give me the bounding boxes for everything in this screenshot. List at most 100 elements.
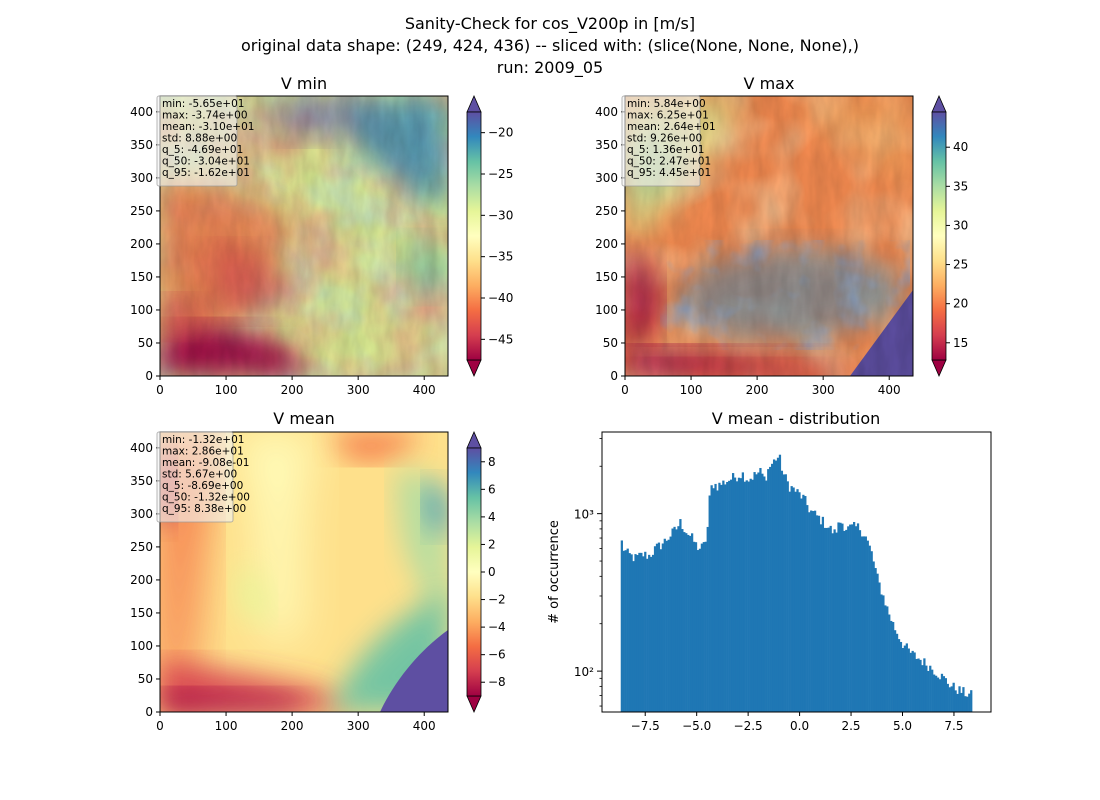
histogram-bar [653,546,657,712]
histogram-bar [827,527,830,712]
colorbar-tick-label: 2 [488,537,496,551]
axes-frame [601,431,992,713]
histogram-bar [722,480,725,712]
y-tick-label: 250 [595,204,618,218]
histogram-bar [739,478,743,712]
histogram-bar [874,568,877,712]
histogram-bar [782,474,785,712]
histogram-bar [962,687,965,712]
x-ticks: 0 100 200 300 400 [156,712,436,733]
colorbar-tick-label: −45 [488,332,513,346]
histogram-bar [636,555,639,712]
colorbar-extend-top [466,95,482,113]
y-tick-label: 300 [130,171,153,185]
histogram-bar [931,669,934,712]
histogram-bar [622,550,625,712]
histogram-bar [880,594,883,712]
colorbar-ticks: 15 20 25 30 35 40 [946,140,968,350]
colorbar-tick-label: −40 [488,291,513,305]
panel-title: V min [281,74,327,93]
histogram-bar [626,548,629,712]
histogram-bar [651,554,655,712]
histogram-bar [747,481,750,712]
histogram-bar [823,527,826,712]
stat-q50: q_50: 2.47e+01 [627,156,711,168]
histogram-bar [829,525,832,712]
x-tick-label: 300 [347,719,370,733]
histogram-bar [813,510,817,712]
stat-max: max: 2.86e+01 [162,446,244,458]
y-tick-label: 350 [130,138,153,152]
colorbar-body [931,111,947,361]
colorbar-tick-label: −20 [488,126,513,140]
colorbar: −45 −40 −35 −30 −25 −20 [466,95,513,377]
histogram-bar [698,548,702,712]
y-tick-label: 10³ [574,508,594,522]
histogram-bar [892,621,895,712]
axes-frame [159,431,449,713]
histogram-bar [771,463,774,712]
histogram-bar [958,686,961,712]
stat-mean: mean: -9.08e-01 [162,457,249,469]
histogram-bar [847,526,850,712]
histogram-bar [700,543,704,712]
histogram-bar [878,582,881,712]
histogram-bar [921,665,924,712]
histogram-bar [895,633,899,712]
histogram-bar [843,530,846,712]
histogram-bar [757,472,760,712]
histogram-bar [946,683,949,712]
title-line-2: original data shape: (249, 424, 436) -- … [241,36,859,55]
histogram-bar [940,673,944,712]
histogram-bar [716,490,719,712]
histogram-bar [763,476,766,712]
y-tick-label: 150 [595,270,618,284]
x-tick-label: 0.0 [790,719,809,733]
histogram-bar [950,686,953,712]
y-tick-label: 0 [145,705,153,719]
histogram-bar [933,674,936,712]
stat-mean: mean: -3.10e+01 [162,121,254,133]
histogram-bar [952,682,955,712]
y-tick-label: 300 [130,507,153,521]
stats-box: min: -1.32e+01 max: 2.86e+01 mean: -9.08… [156,431,250,523]
histogram-bar [966,696,969,712]
histogram-bar [661,543,664,712]
histogram-bar [948,687,951,712]
histogram-bar [839,522,842,712]
colorbar: −8 −6 −4 −2 0 2 4 6 8 [466,431,506,713]
histogram-bar [804,496,807,712]
histogram-bar [862,536,866,712]
y-tick-label: 100 [130,303,153,317]
histogram-bar [675,529,678,712]
y-tick-label: 350 [130,474,153,488]
histogram-bar [733,477,737,712]
colorbar-extend-top [931,95,947,113]
histogram-bar [774,460,778,712]
colorbar-tick-label: −6 [488,648,506,662]
y-tick-label: 0 [145,369,153,383]
y-tick-label: 200 [130,237,153,251]
histogram-bar [667,539,670,712]
colorbar-tick-label: −8 [488,675,506,689]
histogram-bar [806,505,809,712]
y-tick-label: 50 [603,336,618,350]
histogram-bar [890,620,893,712]
histogram-bar [724,484,727,712]
histogram-bar [714,483,717,712]
heatmap-image [160,96,448,376]
histogram-bar [798,492,801,712]
y-tick-label: 150 [130,270,153,284]
x-tick-label: −7.5 [631,719,660,733]
histogram-bar [812,511,815,712]
stat-q50: q_50: -3.04e+01 [162,156,250,168]
histogram-bar [634,554,637,712]
histogram-bar [841,523,844,712]
colorbar-tick-label: 30 [953,218,968,232]
histogram-bar [929,665,932,712]
colorbar-extend-top [466,431,482,449]
y-tick-label: 250 [130,204,153,218]
histogram-bar [833,529,836,712]
histogram-bar [792,487,795,712]
histogram-bar [938,679,942,712]
